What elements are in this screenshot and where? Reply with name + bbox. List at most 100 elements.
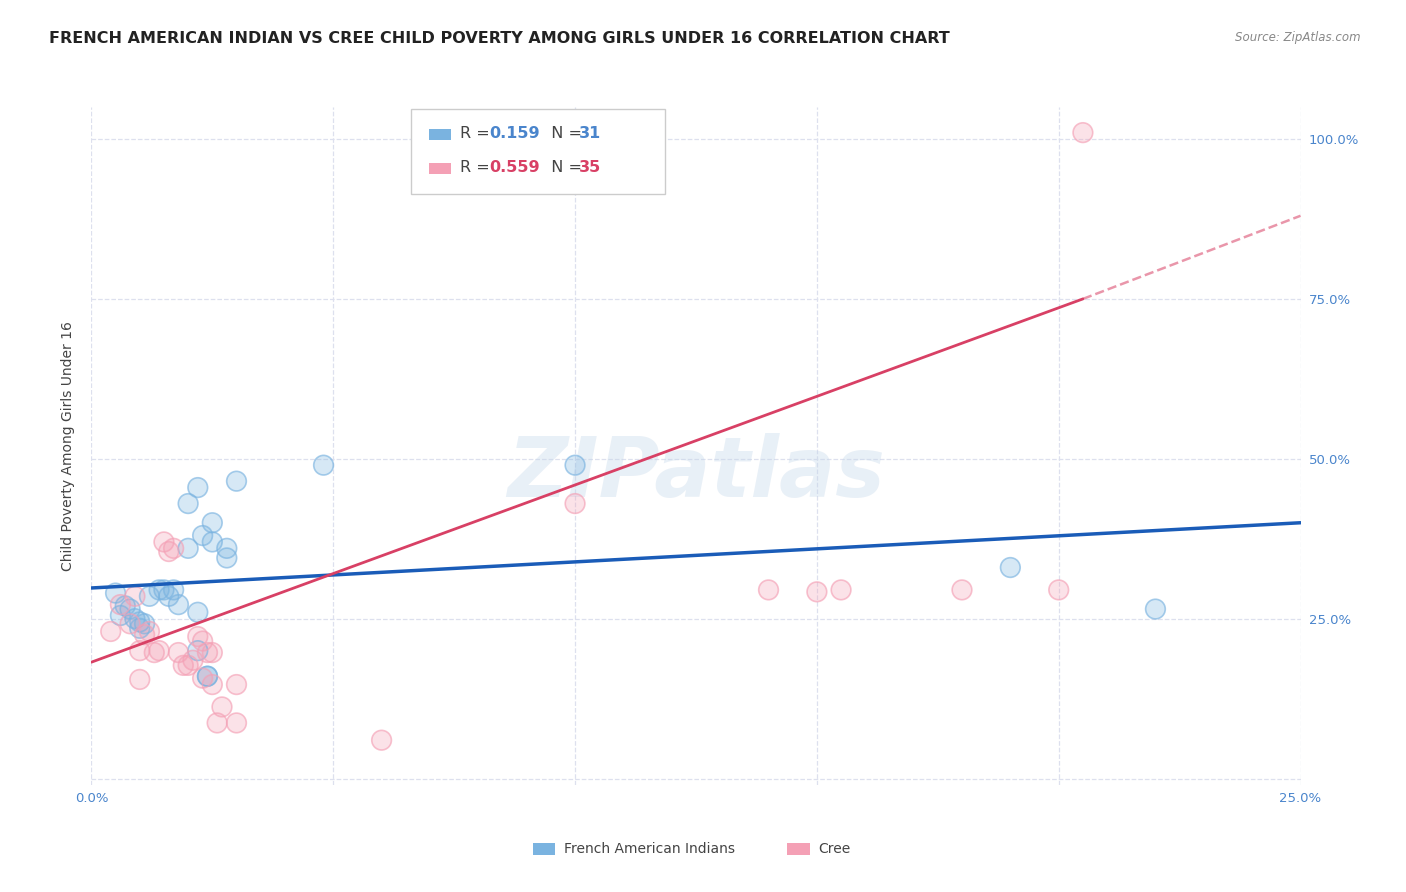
Point	[100, 624, 122, 639]
Point	[370, 733, 392, 747]
Point	[201, 535, 224, 549]
Text: N =: N =	[541, 161, 588, 175]
Point	[225, 474, 247, 488]
Point	[1047, 582, 1070, 597]
Point	[806, 584, 828, 599]
Point	[134, 616, 156, 631]
Point	[153, 535, 176, 549]
Point	[157, 589, 180, 603]
Point	[187, 481, 209, 495]
Point	[191, 634, 214, 648]
Point	[104, 586, 127, 600]
Point	[187, 643, 209, 657]
Point	[177, 541, 200, 556]
Point	[124, 612, 146, 626]
Point	[104, 586, 127, 600]
Point	[215, 541, 238, 556]
Point	[124, 612, 146, 626]
Text: R =: R =	[460, 127, 495, 141]
Point	[172, 658, 194, 673]
Point	[187, 605, 209, 619]
Point	[177, 658, 200, 673]
Point	[201, 677, 224, 691]
Point	[167, 646, 190, 660]
Point	[1047, 582, 1070, 597]
Point	[167, 598, 190, 612]
Point	[211, 700, 233, 714]
Point	[120, 602, 142, 616]
Point	[110, 608, 132, 623]
Text: Source: ZipAtlas.com: Source: ZipAtlas.com	[1236, 31, 1361, 45]
Text: ZIPatlas: ZIPatlas	[508, 433, 884, 514]
Point	[181, 653, 204, 667]
Point	[215, 541, 238, 556]
Point	[191, 528, 214, 542]
Point	[134, 628, 156, 642]
Point	[120, 616, 142, 631]
Point	[1000, 560, 1022, 574]
Point	[187, 643, 209, 657]
Point	[201, 677, 224, 691]
Point	[191, 671, 214, 685]
Point	[187, 630, 209, 644]
Text: 0.159: 0.159	[489, 127, 540, 141]
Point	[950, 582, 973, 597]
Point	[167, 598, 190, 612]
Point	[157, 544, 180, 558]
Point	[143, 646, 166, 660]
Point	[100, 624, 122, 639]
Point	[191, 671, 214, 685]
Point	[128, 615, 150, 629]
Point	[128, 621, 150, 635]
Point	[181, 653, 204, 667]
Text: R =: R =	[460, 161, 495, 175]
Point	[138, 624, 160, 639]
Point	[148, 582, 170, 597]
Text: 0.559: 0.559	[489, 161, 540, 175]
Point	[225, 715, 247, 730]
Point	[191, 634, 214, 648]
Point	[1071, 126, 1094, 140]
Point	[120, 616, 142, 631]
Point	[110, 598, 132, 612]
Point	[124, 589, 146, 603]
Point	[162, 541, 184, 556]
Point	[564, 458, 586, 473]
Point	[177, 497, 200, 511]
Text: French American Indians: French American Indians	[564, 842, 735, 856]
Point	[806, 584, 828, 599]
Point	[153, 582, 176, 597]
Point	[1071, 126, 1094, 140]
Point	[197, 669, 219, 683]
Point	[201, 516, 224, 530]
Point	[128, 621, 150, 635]
Point	[215, 550, 238, 565]
Point	[138, 624, 160, 639]
Point	[830, 582, 852, 597]
Point	[162, 582, 184, 597]
Point	[225, 677, 247, 691]
Point	[201, 646, 224, 660]
Text: Cree: Cree	[818, 842, 851, 856]
Point	[153, 535, 176, 549]
Point	[128, 643, 150, 657]
Point	[148, 643, 170, 657]
Point	[205, 715, 228, 730]
Point	[225, 715, 247, 730]
Point	[312, 458, 335, 473]
Point	[197, 669, 219, 683]
Point	[197, 669, 219, 683]
Point	[153, 582, 176, 597]
Point	[138, 589, 160, 603]
Point	[134, 616, 156, 631]
Point	[201, 646, 224, 660]
Point	[225, 677, 247, 691]
Text: FRENCH AMERICAN INDIAN VS CREE CHILD POVERTY AMONG GIRLS UNDER 16 CORRELATION CH: FRENCH AMERICAN INDIAN VS CREE CHILD POV…	[49, 31, 950, 46]
Point	[162, 582, 184, 597]
Point	[157, 544, 180, 558]
Point	[128, 643, 150, 657]
Point	[191, 528, 214, 542]
Point	[148, 643, 170, 657]
Point	[124, 589, 146, 603]
Point	[187, 481, 209, 495]
